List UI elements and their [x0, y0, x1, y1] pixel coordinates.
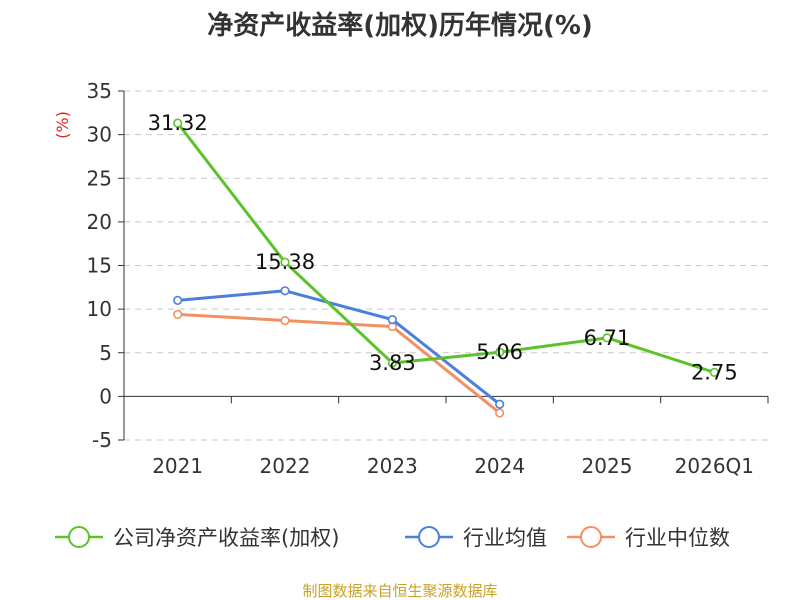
data-point	[495, 399, 505, 409]
data-label: 5.06	[476, 340, 523, 364]
data-labels: 31.32 15.38 3.83 5.06 6.71 2.75	[148, 111, 738, 384]
y-tick-label: 20	[87, 210, 112, 234]
y-tick-label: 15	[87, 254, 112, 278]
series-line	[177, 312, 501, 415]
data-point	[387, 358, 397, 368]
legend-marker-icon	[580, 526, 602, 548]
y-tick-label: 0	[99, 384, 112, 408]
data-label: 31.32	[148, 111, 208, 135]
y-tick-label: -5	[92, 428, 112, 452]
y-tick-label: 10	[87, 297, 112, 321]
source-note: 制图数据来自恒生聚源数据库	[302, 582, 497, 600]
legend-label: 行业中位数	[625, 526, 730, 550]
data-point	[280, 315, 290, 326]
series-line	[176, 122, 715, 374]
data-point	[280, 257, 290, 267]
x-tick-label: 2026Q1	[675, 454, 754, 478]
data-point	[709, 367, 719, 377]
data-point	[173, 309, 183, 319]
x-tick-label: 2023	[367, 454, 418, 478]
grid-lines	[124, 90, 768, 441]
y-tick-label: 30	[87, 123, 112, 147]
chart-title: 净资产收益率(加权)历年情况(%)	[207, 10, 593, 41]
data-point	[387, 314, 397, 325]
data-point	[173, 295, 183, 306]
data-label: 15.38	[255, 250, 315, 274]
data-point	[495, 347, 505, 357]
legend-label: 公司净资产收益率(加权)	[113, 526, 339, 550]
y-tick-label: 35	[87, 79, 112, 103]
legend-marker-icon	[418, 526, 440, 548]
data-label: 6.71	[584, 326, 631, 350]
series-line	[177, 289, 501, 406]
data-point	[495, 408, 505, 418]
x-tick-labels: 2021 2022 2023 2024 2025 2026Q1	[152, 454, 754, 478]
x-tick-label: 2022	[260, 454, 311, 478]
y-tick-label: 25	[87, 166, 112, 190]
legend-label: 行业均值	[463, 526, 547, 550]
y-tick-labels: -5 0 5 10 15 20 25 30 35	[87, 79, 112, 452]
data-label: 2.75	[691, 360, 738, 384]
x-tick-label: 2025	[582, 454, 633, 478]
y-tick-label: 5	[99, 341, 112, 365]
x-tick-label: 2024	[474, 454, 525, 478]
axes	[118, 90, 769, 441]
data-label: 3.83	[369, 351, 416, 375]
data-point	[602, 333, 612, 343]
x-tick-label: 2021	[152, 454, 203, 478]
y-axis-unit-label: (%)	[53, 111, 72, 139]
data-point	[280, 286, 290, 296]
legend: 公司净资产收益率(加权) 行业均值 行业中位数	[55, 526, 730, 550]
series-lines	[173, 118, 719, 418]
data-point	[173, 118, 183, 128]
legend-marker-icon	[68, 526, 90, 548]
